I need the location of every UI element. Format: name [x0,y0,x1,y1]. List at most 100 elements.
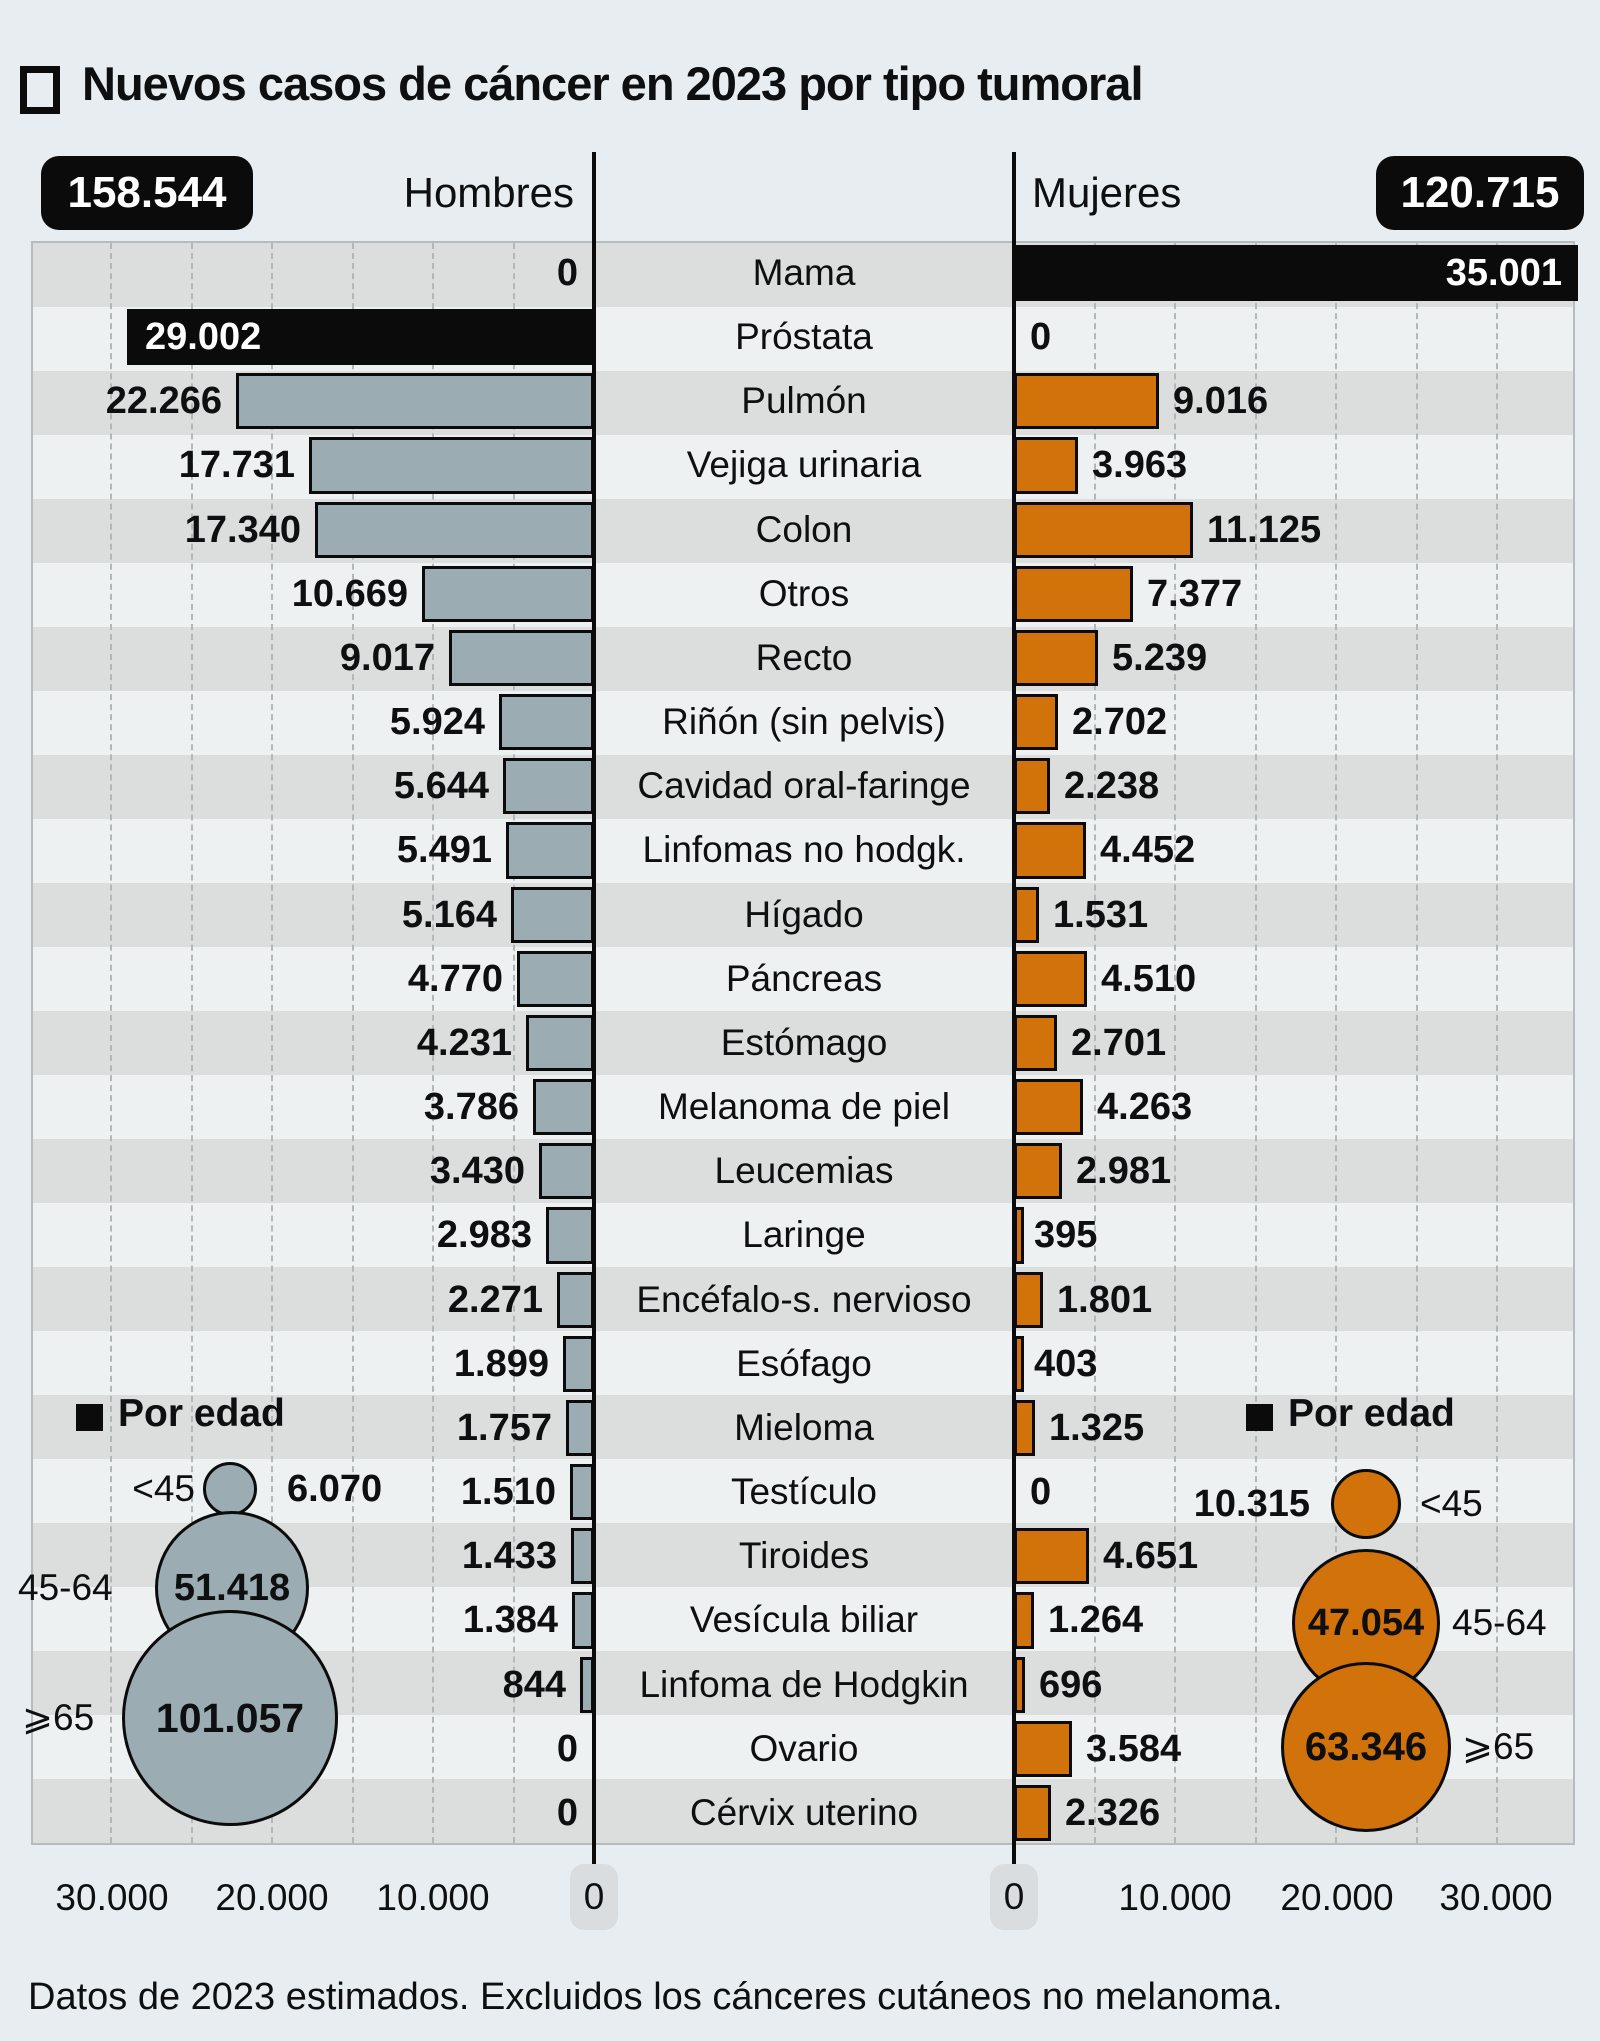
row-stripe [33,1395,1573,1459]
row-stripe [33,947,1573,1011]
value-women: 35.001 [1445,252,1562,294]
row-stripe [33,1267,1573,1331]
value-men: 0 [556,1727,578,1770]
value-men: 1.510 [460,1471,556,1514]
bar-women [1014,694,1058,751]
bar-women [1014,1399,1035,1457]
bar-women [1014,1014,1057,1072]
row-category: Estómago [720,1021,888,1063]
bar-men [309,437,594,494]
value-women: 2.326 [1065,1791,1161,1834]
value-men: 2.271 [447,1278,543,1321]
men-total-badge: 158.544 [41,156,253,230]
value-men: 4.770 [407,957,503,1000]
age-range-women-under45: <45 [1420,1483,1483,1524]
value-women: 1.801 [1057,1278,1153,1321]
value-women: 2.702 [1072,701,1168,744]
value-women: 7.377 [1147,572,1243,615]
value-men: 5.164 [401,893,497,936]
value-women: 0 [1030,1471,1052,1514]
row-category: Vejiga urinaria [686,444,922,486]
value-women: 403 [1034,1342,1098,1385]
value-men: 1.899 [453,1342,549,1385]
women-total-badge: 120.715 [1376,156,1584,230]
value-men: 5.491 [396,829,492,872]
bar-women [1014,1528,1089,1585]
value-women: 1.531 [1053,893,1149,936]
bar-men [511,886,594,943]
value-women: 4.263 [1097,1086,1193,1129]
gridline [351,243,354,1843]
value-women: 4.452 [1100,829,1196,872]
axis-tick-right-10000: 10.000 [1118,1877,1232,1918]
bar-women [1014,245,1578,302]
row-category: Ovario [749,1727,859,1769]
women-column-header: Mujeres [1032,169,1182,216]
age-bubble-men-65plus: 101.057 [122,1610,338,1826]
bar-men [539,1143,594,1200]
por-edad-square-icon-men [76,1404,103,1431]
bar-men [526,1014,594,1072]
women-zero-axis-line [1012,152,1016,1870]
age-range-men-under45: <45 [132,1468,195,1509]
value-men: 17.340 [184,508,301,551]
axis-tick-right-20000: 20.000 [1280,1877,1394,1918]
gridline [432,243,434,1843]
age-value-men-under45: 6.070 [287,1468,383,1510]
bar-men [571,1528,594,1585]
bar-women [1014,1143,1062,1200]
age-range-men-45-64: 45-64 [18,1567,113,1608]
bar-women [1014,950,1087,1007]
value-women: 2.981 [1076,1150,1172,1193]
age-range-women-65plus: ⩾65 [1462,1726,1535,1767]
axis-tick-left-30000: 30.000 [55,1877,169,1918]
bar-women [1014,886,1039,943]
row-category: Riñón (sin pelvis) [662,701,946,743]
bar-women [1014,437,1078,494]
bar-men [499,694,594,751]
axis-tick-right-30000: 30.000 [1439,1877,1553,1918]
age-range-women-45-64: 45-64 [1452,1602,1547,1643]
value-men: 844 [502,1663,566,1706]
por-edad-title-men: Por edad [118,1392,285,1435]
row-category: Recto [755,636,853,678]
value-women: 5.239 [1112,636,1208,679]
gridline [512,243,515,1843]
row-stripe [33,499,1573,563]
value-women: 3.963 [1092,444,1188,487]
gridline [1335,243,1337,1843]
value-men: 5.924 [389,701,485,744]
value-men: 4.231 [416,1021,512,1064]
bar-men [236,373,594,430]
bar-men [422,565,594,622]
bar-men [503,758,594,815]
value-men: 3.786 [423,1086,519,1129]
row-category: Cavidad oral-faringe [637,765,971,807]
row-category: Mama [752,252,856,293]
value-women: 4.510 [1101,957,1197,1000]
bar-women [1014,1271,1043,1328]
value-women: 696 [1039,1663,1103,1706]
age-bubble-men-under45 [203,1462,257,1516]
row-category: Mieloma [734,1406,874,1448]
value-women: 9.016 [1173,380,1269,423]
value-men: 5.644 [393,765,489,808]
bar-women [1014,1784,1051,1841]
row-stripe [33,1331,1573,1395]
gridline [1174,243,1176,1843]
value-men: 9.017 [339,636,435,679]
value-women: 1.264 [1048,1599,1144,1642]
row-stripe [33,691,1573,755]
row-category: Cérvix uterino [689,1791,919,1833]
row-category: Vesícula biliar [689,1599,919,1641]
value-women: 1.325 [1049,1406,1145,1449]
row-category: Hígado [744,893,864,935]
row-category: Pulmón [741,380,867,422]
age-bubble-women-65plus: 63.346 [1281,1662,1451,1832]
age-value-women-under45: 10.315 [1193,1483,1310,1525]
bar-men [315,501,594,558]
bar-women [1014,1079,1083,1136]
bar-men [566,1399,594,1457]
value-men: 0 [556,1791,578,1834]
row-stripe [33,1459,1573,1523]
